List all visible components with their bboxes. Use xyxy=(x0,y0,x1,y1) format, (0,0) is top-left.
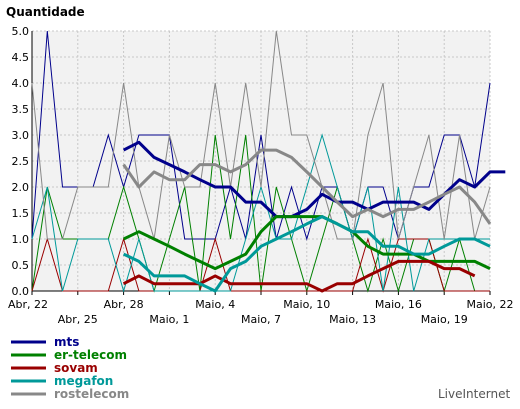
y-tick-label: 5.0 xyxy=(12,25,30,38)
y-tick-label: 1.0 xyxy=(12,233,30,246)
x-tick-label: Abr, 25 xyxy=(58,313,98,326)
x-tick-label: Maio, 22 xyxy=(466,298,513,311)
legend-label-sovam: sovam xyxy=(54,361,98,375)
legend-label-er-telecom: er-telecom xyxy=(54,348,127,362)
x-tick-label: Maio, 7 xyxy=(241,313,281,326)
y-tick-label: 0.0 xyxy=(12,285,30,298)
y-tick-label: 2.0 xyxy=(12,181,30,194)
series-average-line-sovam xyxy=(122,259,476,293)
x-tick-label: Maio, 4 xyxy=(195,298,235,311)
x-tick-label: Maio, 16 xyxy=(375,298,422,311)
liveinternet-credit: LiveInternet xyxy=(438,387,510,401)
x-tick-label: Abr, 28 xyxy=(104,298,144,311)
y-tick-label: 4.5 xyxy=(12,51,30,64)
x-tick-label: Abr, 22 xyxy=(8,298,48,311)
y-tick-label: 3.5 xyxy=(12,103,30,116)
y-tick-label: 3.0 xyxy=(12,129,30,142)
x-tick-label: Maio, 10 xyxy=(283,298,330,311)
series-average-line-megafon xyxy=(122,215,491,293)
legend-label-rostelecom: rostelecom xyxy=(54,387,129,401)
y-axis-title: Quantidade xyxy=(6,5,85,19)
x-tick-label: Maio, 19 xyxy=(421,313,468,326)
y-tick-label: 4.0 xyxy=(12,77,30,90)
series-daily-line-rostelecom xyxy=(31,30,491,240)
x-tick-label: Maio, 1 xyxy=(149,313,189,326)
y-tick-label: 2.5 xyxy=(12,155,30,168)
legend-label-megafon: megafon xyxy=(54,374,113,388)
legend-label-mts: mts xyxy=(54,335,79,349)
daily-lines xyxy=(31,30,491,293)
y-tick-label: 1.5 xyxy=(12,207,30,220)
series-average-line-rostelecom xyxy=(122,148,492,225)
average-lines xyxy=(122,140,506,293)
series-daily-line-sovam xyxy=(31,237,490,293)
x-tick-label: Maio, 13 xyxy=(329,313,376,326)
y-tick-label: 0.5 xyxy=(12,259,30,272)
